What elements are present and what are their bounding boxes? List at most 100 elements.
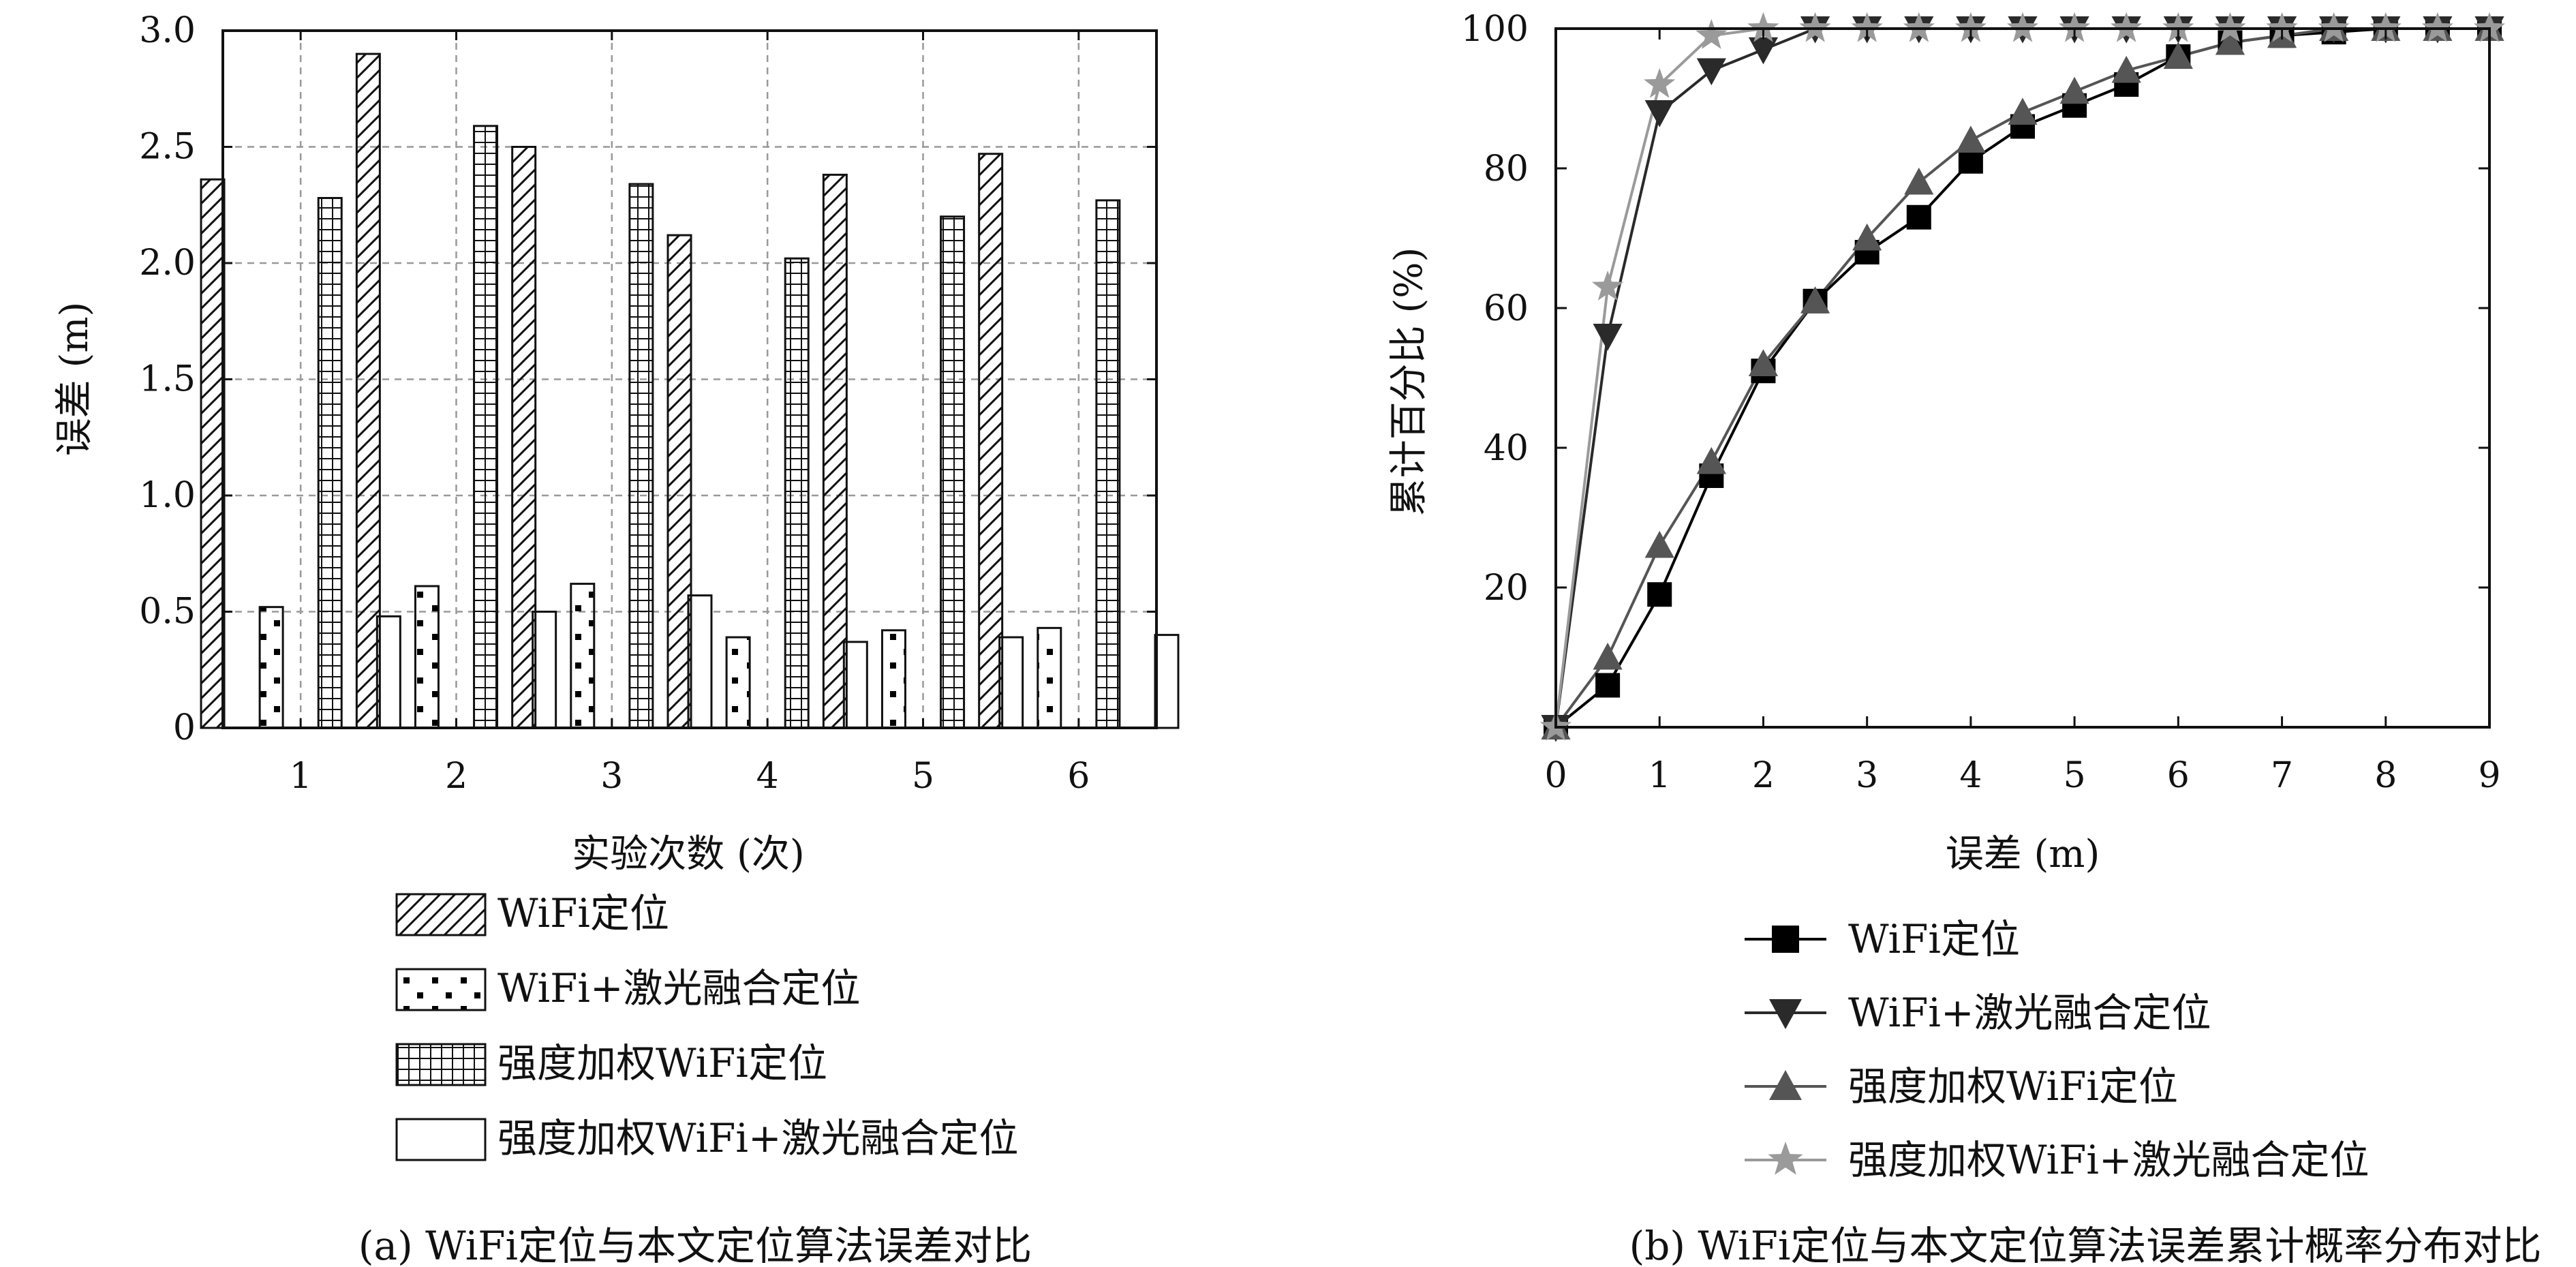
data-point-star	[2421, 12, 2453, 42]
x-tick-label: 6	[2167, 755, 2190, 796]
data-point-triangle-up	[1593, 642, 1623, 670]
data-point-star	[2059, 12, 2091, 42]
bar	[842, 641, 868, 729]
x-tick-label: 5	[912, 756, 934, 797]
data-point-star	[2266, 12, 2298, 42]
data-point-triangle-up	[1696, 446, 1726, 474]
x-tick-label: 8	[2374, 755, 2397, 796]
data-point-star	[2214, 12, 2246, 42]
legend-swatch	[395, 893, 487, 936]
x-tick-label: 3	[1856, 755, 1878, 796]
data-point-triangle-down	[1748, 37, 1779, 65]
data-point-triangle-up	[1800, 286, 1830, 314]
bar	[317, 197, 343, 729]
bar	[998, 636, 1024, 729]
legend-label: WiFi定位	[497, 890, 669, 936]
legend-label: 强度加权WiFi+激光融合定位	[497, 1115, 1019, 1161]
data-point-triangle-up	[2215, 27, 2245, 55]
y-tick-label: 1.0	[139, 475, 196, 516]
x-tick-label: 5	[2064, 755, 2086, 796]
bar	[1037, 626, 1062, 729]
x-tick-label: 4	[756, 756, 779, 797]
bar-chart-xlabel: 实验次数 (次)	[572, 832, 805, 876]
data-point-triangle-up	[2059, 76, 2089, 104]
bar-chart-x-ticks: 1 2 3 4 5 6	[290, 31, 1090, 797]
data-point-triangle-up	[2111, 55, 2141, 83]
bar	[570, 583, 596, 729]
cdf-chart-frame	[1554, 27, 2491, 729]
bar	[666, 234, 692, 729]
bar	[978, 153, 1004, 729]
bar-chart-panel: 0 0.5 1.0 1.5 2.0 2.5 3.0 1 2 3 4 5 6 误差 (m) 实验次数 (…	[52, 10, 1180, 1267]
bar-chart-y-ticks: 0 0.5 1.0 1.5 2.0 2.5 3.0	[139, 10, 1156, 748]
x-tick-label: 7	[2271, 755, 2293, 796]
data-point-star	[1799, 12, 1831, 42]
bar-chart-bars	[200, 52, 1180, 729]
legend-swatch	[395, 1118, 487, 1161]
data-point-triangle-up	[1852, 223, 1882, 251]
data-point-square	[1647, 582, 1672, 607]
data-point-star	[1768, 1142, 1803, 1175]
data-point-star	[1696, 18, 1728, 49]
y-tick-label: 0	[173, 707, 196, 748]
y-tick-label: 2.0	[139, 243, 196, 284]
data-point-square	[1595, 673, 1621, 698]
x-tick-label: 6	[1067, 756, 1090, 797]
legend-swatch	[395, 968, 487, 1011]
x-tick-label: 2	[1752, 755, 1775, 796]
data-point-star	[2473, 12, 2506, 42]
y-tick-label: 100	[1461, 9, 1529, 50]
data-point-triangle-up	[1956, 125, 1986, 153]
data-point-star	[1903, 12, 1935, 42]
legend-label: WiFi定位	[1848, 916, 2020, 962]
bar	[473, 125, 499, 729]
bar	[628, 183, 654, 729]
data-point-star	[1592, 270, 1624, 301]
y-tick-label: 40	[1484, 428, 1529, 469]
bar	[355, 52, 381, 729]
data-point-triangle-down	[1644, 100, 1674, 127]
legend-swatch	[395, 1043, 487, 1086]
legend-label: 强度加权WiFi定位	[1848, 1063, 2178, 1110]
legend-label: 强度加权WiFi定位	[497, 1040, 827, 1086]
x-tick-label: 1	[1649, 755, 1671, 796]
y-tick-label: 80	[1484, 149, 1529, 189]
data-point-triangle-down	[1769, 999, 1802, 1029]
bar	[511, 146, 537, 729]
data-point-star	[1954, 12, 1987, 42]
data-point-triangle-down	[1593, 324, 1623, 351]
cdf-chart-ylabel: 累计百分比 (%)	[1387, 247, 1431, 517]
data-point-star	[2111, 12, 2143, 42]
data-point-star	[1851, 12, 1883, 42]
cdf-chart-x-ticks: 0 1 2 3 4 5 6 7 8 9	[1544, 29, 2501, 796]
bar	[1095, 199, 1121, 729]
bar	[1154, 634, 1180, 729]
data-point-star	[2318, 12, 2350, 42]
data-point-triangle-up	[1748, 349, 1779, 376]
data-point-square	[1906, 204, 1931, 230]
legend-label: WiFi+激光融合定位	[497, 965, 861, 1011]
data-point-triangle-up	[1769, 1070, 1802, 1100]
bar-chart-legend: WiFi定位 WiFi+激光融合定位强度加权WiFi定位强度加权WiFi+激光融合…	[395, 890, 1019, 1161]
x-tick-label: 4	[1959, 755, 1982, 796]
x-tick-label: 0	[1544, 755, 1567, 796]
x-tick-label: 9	[2478, 755, 2500, 796]
y-tick-label: 1.5	[139, 359, 196, 400]
cdf-chart-legend: WiFi定位 WiFi+激光融合定位强度加权WiFi定位强度加权WiFi+激光融合…	[1745, 916, 2370, 1183]
data-point-triangle-up	[2163, 42, 2193, 69]
bar	[725, 636, 751, 729]
legend-label: 强度加权WiFi+激光融合定位	[1848, 1137, 2370, 1183]
bar-chart-caption: (a) WiFi定位与本文定位算法误差对比	[358, 1223, 1032, 1267]
y-tick-label: 60	[1484, 288, 1529, 329]
y-tick-label: 3.0	[139, 10, 196, 51]
x-tick-label: 3	[600, 756, 623, 797]
data-point-triangle-up	[2008, 97, 2038, 125]
bar	[687, 594, 713, 729]
data-point-triangle-up	[1904, 167, 1934, 195]
bar	[784, 257, 810, 729]
cdf-chart-caption: (b) WiFi定位与本文定位算法误差累计概率分布对比	[1629, 1223, 2542, 1267]
data-point-star	[2006, 12, 2039, 42]
cdf-chart-lines	[1539, 12, 2506, 742]
